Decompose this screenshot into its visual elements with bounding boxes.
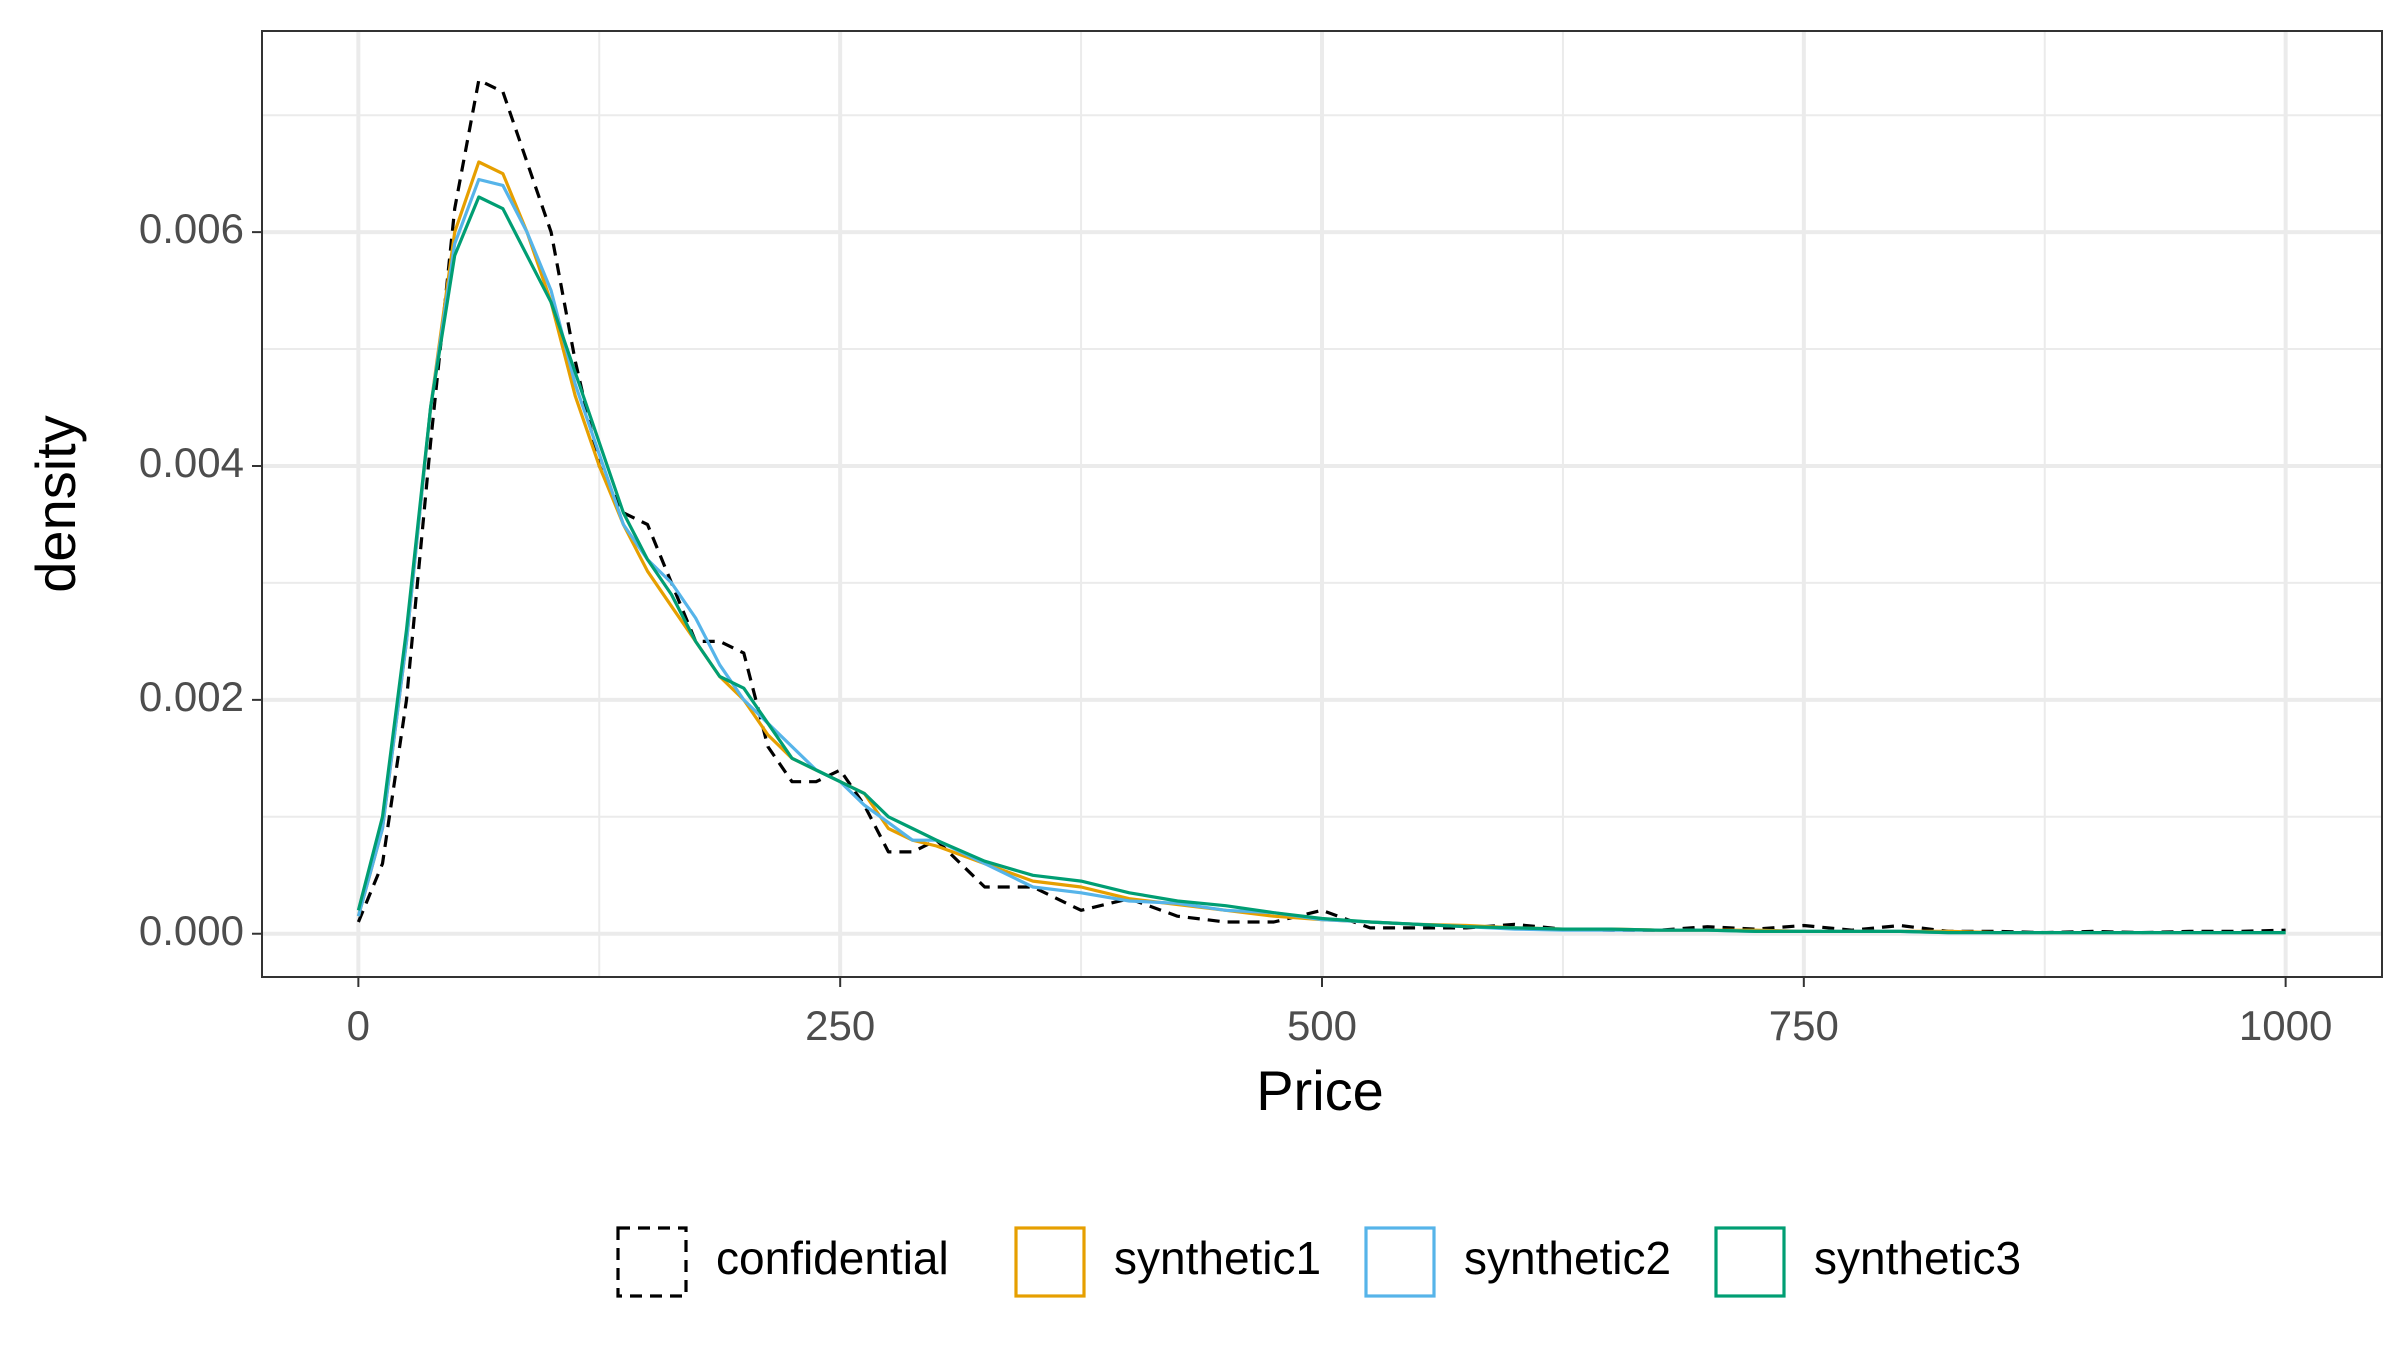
legend-label: synthetic1 xyxy=(1114,1232,1321,1284)
legend-key xyxy=(1714,1226,1786,1298)
y-tick-label: 0.000 xyxy=(139,907,244,954)
x-tick-label: 750 xyxy=(1769,1002,1839,1049)
y-axis-title: density xyxy=(24,415,87,592)
plot-border xyxy=(261,30,2383,978)
x-tick-label: 1000 xyxy=(2239,1002,2332,1049)
x-tick-label: 500 xyxy=(1287,1002,1357,1049)
x-tick-label: 0 xyxy=(347,1002,370,1049)
legend-label: synthetic3 xyxy=(1814,1232,2021,1284)
x-axis-title: Price xyxy=(1256,1059,1384,1122)
legend-key xyxy=(616,1226,688,1298)
legend-key xyxy=(1014,1226,1086,1298)
density-line xyxy=(356,78,2286,935)
density-line xyxy=(356,195,2286,935)
legend-label: confidential xyxy=(716,1232,949,1284)
y-tick-label: 0.004 xyxy=(139,439,244,486)
legend-key xyxy=(1364,1226,1436,1298)
legend-label: synthetic2 xyxy=(1464,1232,1671,1284)
y-tick-label: 0.002 xyxy=(139,673,244,720)
y-tick-label: 0.006 xyxy=(139,205,244,252)
x-tick-label: 250 xyxy=(805,1002,875,1049)
